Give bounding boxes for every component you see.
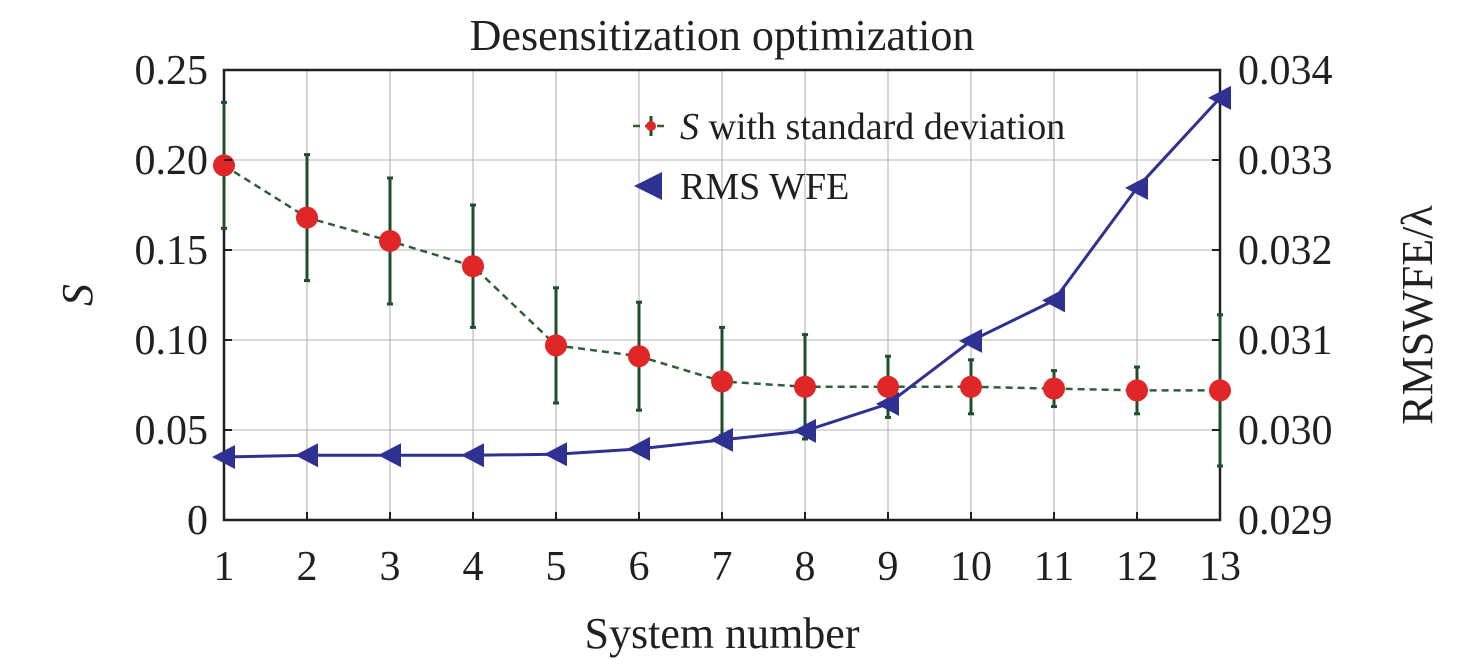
marker-s [877, 375, 899, 398]
marker-s [1209, 379, 1231, 402]
marker-s [628, 345, 650, 368]
y2-tick-label: 0.034 [1238, 48, 1333, 94]
marker-rms-wfe [378, 443, 401, 468]
x-tick-label: 4 [463, 544, 484, 590]
marker-rms-wfe [544, 442, 567, 467]
y2-tick-label: 0.032 [1238, 228, 1333, 274]
marker-s [462, 255, 484, 278]
x-tick-label: 8 [795, 544, 816, 590]
marker-s [794, 375, 816, 398]
marker-rms-wfe [627, 436, 650, 461]
legend: S with standard deviation RMS WFE [633, 106, 1065, 208]
x-tick-label: 1 [214, 544, 235, 590]
y-tick-label: 0 [187, 498, 208, 544]
x-tick-label: 11 [1034, 544, 1074, 590]
legend-swatch-marker-rms-wfe [634, 172, 662, 200]
marker-rms-wfe [1125, 175, 1148, 200]
legend-swatch-marker-s [646, 121, 656, 131]
marker-rms-wfe [461, 443, 484, 468]
series-markers [212, 85, 1231, 469]
x-axis-title: System number [585, 609, 860, 658]
marker-s [1126, 379, 1148, 402]
legend-label-rms-wfe: RMS WFE [680, 166, 849, 208]
y-tick-label: 0.10 [135, 318, 209, 364]
y-tick-label: 0.20 [135, 138, 209, 184]
marker-rms-wfe [876, 391, 899, 416]
y-tick-label: 0.15 [135, 228, 209, 274]
x-tick-label: 2 [297, 544, 318, 590]
marker-rms-wfe [793, 418, 816, 443]
x-tick-label: 9 [878, 544, 899, 590]
marker-rms-wfe [212, 445, 235, 469]
marker-s [711, 370, 733, 393]
y2-tick-label: 0.030 [1238, 408, 1333, 454]
chart-title: Desensitization optimization [470, 11, 975, 60]
marker-rms-wfe [295, 443, 318, 468]
marker-rms-wfe [1042, 288, 1065, 313]
y2-tick-label: 0.033 [1238, 138, 1333, 184]
x-tick-label: 13 [1199, 544, 1241, 590]
legend-label-s-text: with standard deviation [699, 106, 1065, 148]
marker-s [1043, 377, 1065, 400]
marker-rms-wfe [959, 328, 982, 353]
legend-item-s: S with standard deviation [633, 106, 1065, 148]
marker-rms-wfe [710, 427, 733, 452]
marker-s [545, 334, 567, 357]
x-tick-label: 3 [380, 544, 401, 590]
x-tick-label: 5 [546, 544, 567, 590]
y2-tick-label: 0.029 [1238, 498, 1333, 544]
axis-ticks: 1 2 3 4 5 6 7 8 9 10 11 12 1300.050.100.150.200.250.… [135, 48, 1333, 590]
x-tick-label: 10 [950, 544, 992, 590]
legend-item-rms-wfe: RMS WFE [634, 166, 849, 208]
y2-tick-label: 0.031 [1238, 318, 1333, 364]
y-tick-label: 0.25 [135, 48, 209, 94]
y-tick-label: 0.05 [135, 408, 209, 454]
marker-s [213, 154, 235, 177]
y-axis-title: S [53, 284, 102, 306]
marker-s [296, 206, 318, 229]
x-tick-label: 6 [629, 544, 650, 590]
legend-label-s-symbol: S [680, 106, 699, 148]
marker-s [379, 230, 401, 252]
y2-axis-title: RMSWFE/λ [1393, 205, 1442, 425]
x-tick-label: 7 [712, 544, 733, 590]
marker-s [960, 375, 982, 398]
x-tick-label: 12 [1116, 544, 1158, 590]
marker-rms-wfe [1208, 85, 1231, 110]
legend-label-s: S with standard deviation [680, 106, 1065, 148]
